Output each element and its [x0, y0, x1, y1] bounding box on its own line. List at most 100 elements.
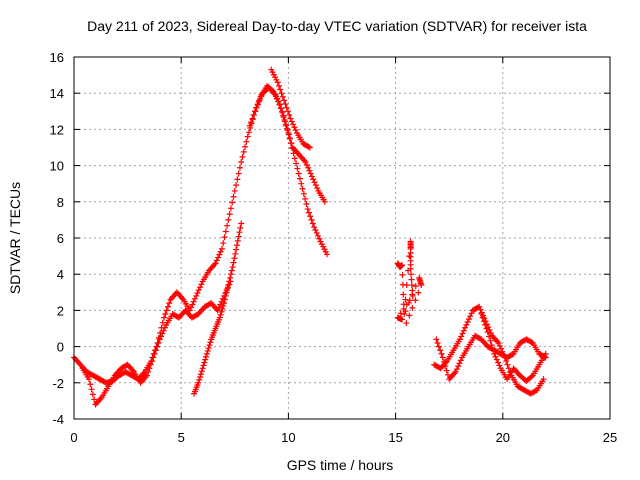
data-point [408, 282, 415, 289]
data-point [498, 345, 505, 352]
data-point [221, 296, 228, 303]
data-point [290, 150, 297, 157]
y-tick-label: 12 [50, 122, 64, 137]
data-point [236, 229, 243, 236]
data-point [316, 235, 323, 242]
data-point [493, 356, 500, 363]
data-point [221, 300, 228, 307]
data-point [284, 125, 291, 132]
data-point [218, 245, 225, 252]
data-point [289, 145, 296, 152]
y-tick-label: 6 [57, 231, 64, 246]
data-point [495, 359, 502, 366]
data-point [161, 314, 168, 321]
data-point [254, 101, 261, 108]
data-point [468, 310, 475, 317]
data-point [227, 271, 234, 278]
data-point [197, 371, 204, 378]
data-point [402, 308, 409, 315]
data-point [400, 291, 407, 298]
data-point [207, 339, 214, 346]
data-point [401, 311, 408, 318]
data-point [495, 339, 502, 346]
data-point [299, 185, 306, 192]
data-point [292, 127, 299, 134]
data-point [242, 143, 249, 150]
data-point [275, 82, 282, 89]
data-point [433, 336, 440, 343]
data-point [443, 367, 450, 374]
data-point [283, 104, 290, 111]
data-point [221, 234, 228, 241]
data-point [255, 98, 262, 105]
data-point [227, 205, 234, 212]
data-point [158, 333, 165, 340]
data-point [415, 289, 422, 296]
y-tick-label: 2 [57, 303, 64, 318]
data-point [226, 278, 233, 285]
data-point [306, 167, 313, 174]
data-point [309, 220, 316, 227]
x-tick-label: 0 [70, 430, 77, 445]
data-point [234, 237, 241, 244]
data-point [285, 130, 292, 137]
data-point [217, 301, 224, 308]
data-point [215, 304, 222, 311]
data-point [294, 165, 301, 172]
data-point [233, 182, 240, 189]
data-point [196, 376, 203, 383]
data-point [435, 343, 442, 350]
data-point [403, 282, 410, 289]
data-point [542, 350, 549, 357]
data-points [71, 66, 549, 408]
data-point [228, 267, 235, 274]
data-point [302, 195, 309, 202]
data-point [222, 228, 229, 235]
data-point [223, 289, 230, 296]
data-point [280, 112, 287, 119]
data-point [488, 342, 495, 349]
data-point [302, 158, 309, 165]
data-point [235, 170, 242, 177]
data-point [239, 153, 246, 160]
data-point [321, 198, 328, 205]
data-point [281, 97, 288, 104]
data-point [418, 282, 425, 289]
data-point [282, 121, 289, 128]
data-point [314, 185, 321, 192]
data-point [150, 354, 157, 361]
y-tick-label: 0 [57, 340, 64, 355]
data-point [219, 305, 226, 312]
data-point [220, 303, 227, 310]
data-point [244, 133, 251, 140]
data-point [303, 200, 310, 207]
data-point [459, 330, 466, 337]
data-point [296, 175, 303, 182]
data-point [218, 308, 225, 315]
data-point [217, 248, 224, 255]
data-point [235, 233, 242, 240]
data-point [402, 296, 409, 303]
data-point [246, 122, 253, 129]
data-point [222, 292, 229, 299]
data-point [303, 161, 310, 168]
y-tick-label: 16 [50, 50, 64, 65]
data-point [476, 303, 483, 310]
data-point [304, 206, 311, 213]
data-point [412, 283, 419, 290]
data-point [305, 164, 312, 171]
data-point [408, 276, 415, 283]
x-tick-label: 20 [496, 430, 510, 445]
data-point [306, 144, 313, 151]
data-point [88, 386, 95, 393]
data-point [312, 227, 319, 234]
x-tick-label: 25 [603, 430, 617, 445]
data-point [323, 251, 330, 258]
data-point [458, 333, 465, 340]
data-point [225, 216, 232, 223]
data-point [312, 182, 319, 189]
data-point [229, 263, 236, 270]
data-point [409, 291, 416, 298]
data-point [286, 111, 293, 118]
data-point [464, 318, 471, 325]
